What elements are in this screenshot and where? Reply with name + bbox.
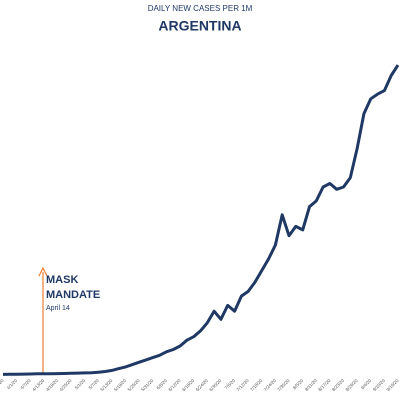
x-tick-label: 3/26/20 [0,378,5,393]
x-tick-label: 4/25/20 [58,378,73,393]
x-tick-label: 5/25/20 [127,378,142,393]
x-tick-label: 4/13/20 [31,378,46,393]
x-tick-label: 7/12/20 [236,378,251,393]
x-tick-label: 5/31/20 [140,378,155,393]
x-tick-label: 8/17/20 [317,378,332,393]
x-tick-label: 7/18/20 [249,378,264,393]
x-tick-label: 8/23/20 [331,378,346,393]
annotation-label: MASK MANDATE [46,274,100,301]
x-tick-label: 6/30/20 [208,378,223,393]
annotation-sublabel: April 14 [46,305,70,312]
x-tick-label: 7/30/20 [276,378,291,393]
x-tick-label: 5/19/20 [113,378,128,393]
x-tick-label: 7/24/20 [263,378,278,393]
x-tick-label: 6/24/20 [195,378,210,393]
x-tick-label: 8/29/20 [345,378,360,393]
annotation-arrowhead [38,266,48,277]
x-tick-label: 5/13/20 [99,378,114,393]
x-tick-label: 4/19/20 [45,378,60,393]
x-tick-label: 5/1/20 [74,378,87,391]
x-tick-label: 8/11/20 [304,378,318,392]
x-tick-label: 9/16/20 [385,378,400,393]
x-tick-label: 6/12/20 [167,378,182,393]
x-tick-label: 6/18/20 [181,378,196,393]
line [2,64,400,376]
x-tick-label: 9/10/20 [372,378,387,393]
chart-title: DAILY NEW CASES PER 1M [148,4,253,13]
x-tick-label: 4/1/20 [6,378,19,391]
chart-subtitle: ARGENTINA [158,18,241,34]
